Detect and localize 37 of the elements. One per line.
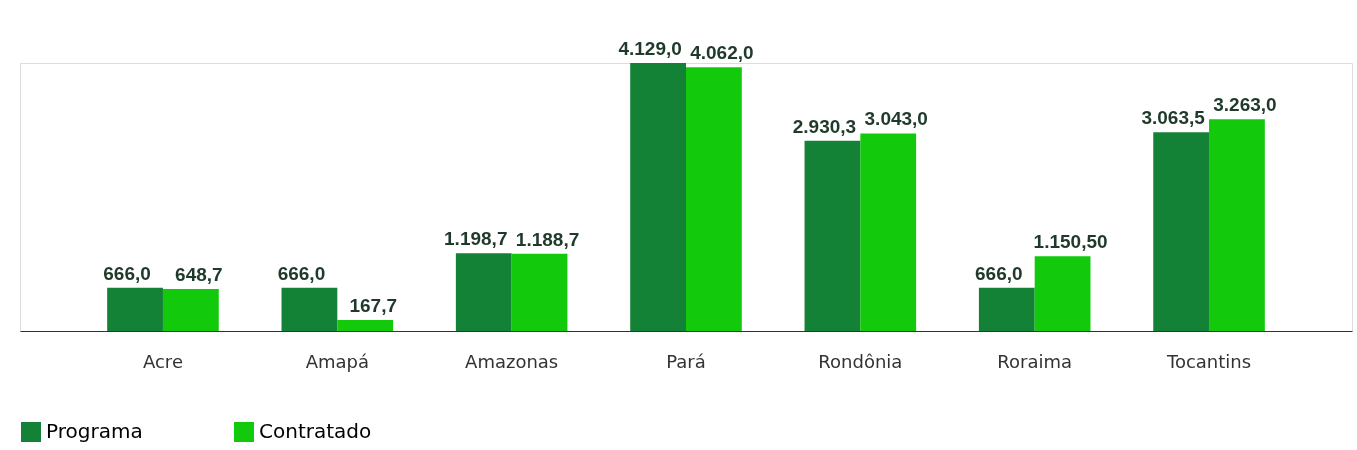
data-label: 666,0 xyxy=(277,262,326,284)
x-tick-label: Rondônia xyxy=(818,350,903,372)
bar xyxy=(1209,119,1265,331)
data-label: 666,0 xyxy=(975,262,1023,284)
bar xyxy=(162,288,219,331)
bar xyxy=(804,140,861,331)
data-label: 648,7 xyxy=(175,263,223,285)
data-label: 2.930,3 xyxy=(792,115,857,137)
bar xyxy=(630,63,686,331)
legend-label: Programa xyxy=(46,419,143,443)
bar xyxy=(686,67,742,331)
data-label: 4.129,0 xyxy=(618,38,682,59)
bar xyxy=(337,320,394,331)
data-label: 666,0 xyxy=(103,262,151,284)
x-tick-label: Pará xyxy=(666,350,706,372)
bar xyxy=(511,253,568,331)
x-tick-label: Roraima xyxy=(997,350,1073,372)
data-label: 167,7 xyxy=(349,295,397,317)
bar xyxy=(1153,132,1210,331)
data-label: 3.043,0 xyxy=(864,108,928,130)
bar xyxy=(281,287,338,331)
data-label: 1.198,7 xyxy=(444,228,508,250)
legend-label: Contratado xyxy=(259,419,372,443)
x-tick-label: Amazonas xyxy=(465,350,559,372)
x-tick-label: Amapá xyxy=(305,350,369,372)
data-label: 1.188,7 xyxy=(515,228,580,250)
bar xyxy=(1034,256,1091,331)
bar xyxy=(107,287,163,331)
bar xyxy=(860,133,917,331)
data-label: 3.063,5 xyxy=(1141,107,1206,129)
x-tick-label: Tocantins xyxy=(1165,350,1252,372)
bar xyxy=(978,287,1035,331)
x-tick-label: Acre xyxy=(142,350,183,372)
data-label: 4.062,0 xyxy=(690,42,754,64)
data-label: 1.150,50 xyxy=(1033,231,1108,253)
data-label: 3.263,0 xyxy=(1213,94,1277,116)
bar xyxy=(455,253,512,331)
